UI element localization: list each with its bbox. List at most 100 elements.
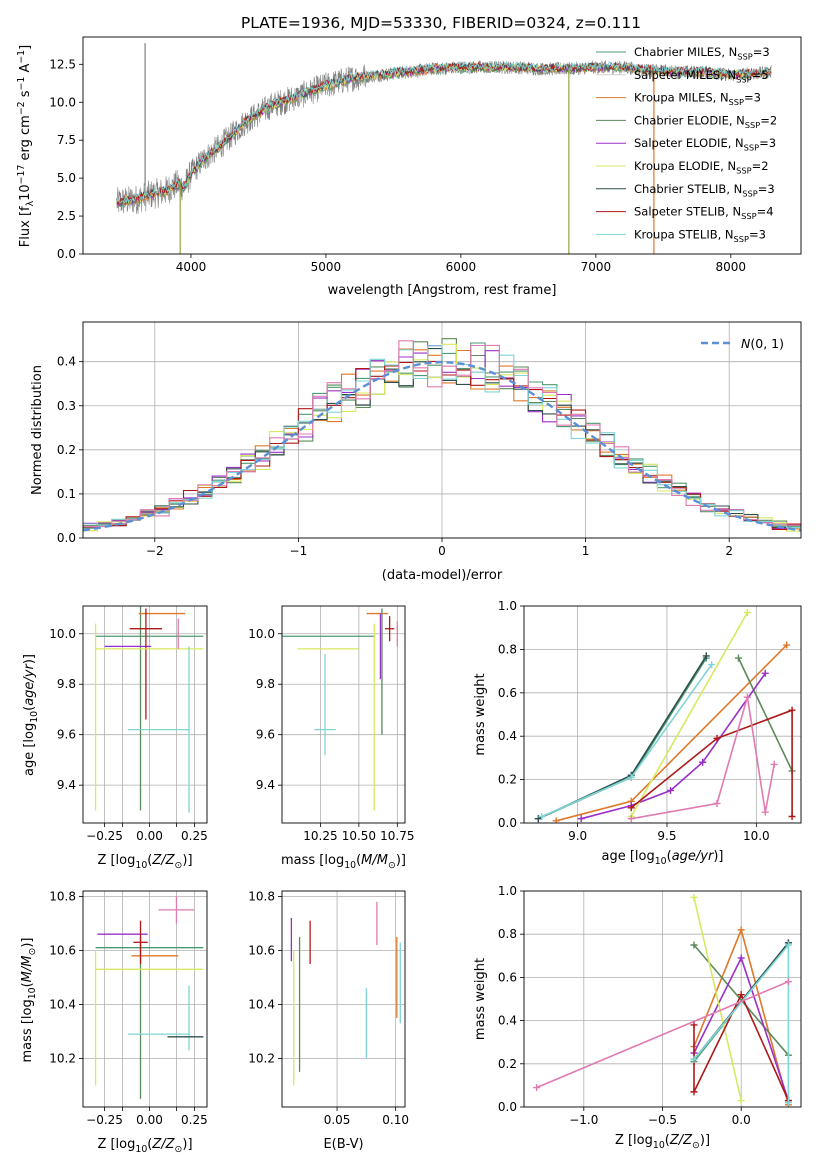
y-tick-label: 5.0: [57, 171, 76, 185]
y-tick-label: 0.2: [57, 443, 76, 457]
series-chabrier-stelib: [534, 652, 710, 823]
series-line: [737, 657, 793, 772]
y-tick-label: 0.4: [57, 355, 76, 369]
series-kroupa-miles: [552, 641, 791, 823]
errorbar-point: [385, 616, 395, 642]
x-tick-label: 0.25: [181, 1113, 208, 1127]
legend: N(0, 1): [701, 336, 784, 351]
x-tick-label: 0.10: [382, 1113, 409, 1127]
x-tick-label: 0: [438, 544, 446, 558]
plot-area: [524, 891, 801, 1107]
series-salpeter-stelib: [627, 706, 796, 820]
point-marker: [690, 1021, 698, 1029]
plot-area: [83, 606, 207, 823]
point-marker: [534, 815, 542, 823]
panel-massweight-vs-Z: −1.0 −0.5 0.0 0.0 0.2 0.4 0.6 0.8 1.0 Z [log10(Z/…: [473, 884, 802, 1151]
x-axis-label: wavelength [Angstrom, rest frame]: [328, 283, 557, 298]
y-tick-label: 0.0: [57, 247, 76, 261]
errorbar-point: [133, 920, 148, 964]
point-marker: [713, 799, 721, 807]
y-tick-label: 0.2: [498, 1057, 517, 1071]
point-marker: [690, 941, 698, 949]
y-tick-label: 9.8: [256, 677, 275, 691]
point-marker: [737, 1097, 745, 1105]
point-marker: [538, 812, 546, 820]
x-tick-label: 0.00: [136, 1113, 163, 1127]
point-marker: [713, 734, 721, 742]
axes-frame: [82, 605, 208, 824]
x-tick-label: 0.05: [324, 1113, 351, 1127]
point-marker: [699, 758, 707, 766]
y-tick-label: 7.5: [57, 133, 76, 147]
x-tick-label: 10.75: [380, 829, 414, 843]
y-tick-label: 10.6: [49, 943, 76, 957]
y-tick-label: 0.0: [498, 1100, 517, 1114]
y-tick-label: 10.2: [49, 1051, 76, 1065]
point-marker: [784, 941, 792, 949]
y-tick-label: 0.6: [498, 686, 517, 700]
point-marker: [667, 786, 675, 794]
point-marker: [761, 669, 769, 677]
x-axis-label: E(B-V): [323, 1137, 363, 1152]
point-marker: [690, 1055, 698, 1063]
x-tick-label: 1: [582, 544, 590, 558]
plot-area: [282, 606, 405, 823]
point-marker: [533, 1084, 541, 1092]
y-tick-label: 12.5: [49, 57, 76, 71]
x-tick-label: −1: [290, 544, 308, 558]
x-axis-label: age [log10(age/yr)]: [601, 849, 723, 867]
normal-curve: [83, 360, 801, 532]
point-marker: [577, 815, 585, 823]
x-tick-label: 9.5: [657, 829, 676, 843]
point-marker: [783, 641, 791, 649]
axes-frame: [82, 890, 208, 1108]
axes-frame: [281, 605, 406, 824]
x-tick-label: 8000: [716, 260, 747, 274]
series-extra: [627, 693, 778, 823]
x-tick-label: −0.25: [86, 1113, 123, 1127]
plot-area: [116, 43, 772, 254]
x-axis-label: Z [log10(Z/Z⊙)]: [97, 853, 192, 871]
y-tick-label: 0.2: [498, 773, 517, 787]
x-tick-label: 0.0: [732, 1113, 751, 1127]
point-marker: [761, 808, 769, 816]
panel-residuals: −2 −1 0 1 2 0.0 0.1 0.2 0.3 0.4 N(0, 1) (data-model…: [30, 321, 802, 583]
legend-label: Salpeter MILES, NSSP=5: [634, 68, 769, 84]
chart-title: PLATE=1936, MJD=53330, FIBERID=0324, z=0…: [241, 14, 641, 32]
series-chabrier-miles: [534, 654, 710, 823]
point-marker: [627, 773, 635, 781]
x-tick-label: 4000: [176, 260, 207, 274]
x-axis-label: Z [log10(Z/Z⊙)]: [97, 1137, 192, 1155]
series-kroupa-elodie: [690, 893, 745, 1105]
legend-label: Kroupa MILES, NSSP=3: [634, 91, 761, 107]
legend-label: Chabrier STELIB, NSSP=3: [634, 182, 775, 198]
point-marker: [702, 652, 710, 660]
series-line: [631, 696, 775, 820]
point-marker: [743, 609, 751, 617]
y-axis-label: mass weight: [473, 673, 488, 755]
y-tick-label: 9.6: [57, 728, 76, 742]
y-tick-label: 10.8: [248, 889, 275, 903]
y-tick-label: 0.0: [498, 816, 517, 830]
y-tick-label: 9.4: [57, 778, 76, 792]
x-tick-label: 6000: [446, 260, 477, 274]
x-tick-label: 2: [725, 544, 733, 558]
point-marker: [788, 812, 796, 820]
legend-label: Salpeter STELIB, NSSP=4: [634, 205, 774, 221]
plot-area: [282, 891, 405, 1107]
point-marker: [788, 706, 796, 714]
point-marker: [770, 760, 778, 768]
series-line: [693, 897, 742, 1101]
y-tick-label: 10.0: [49, 627, 76, 641]
y-tick-label: 1.0: [498, 884, 517, 898]
series-line: [537, 655, 707, 820]
point-marker: [737, 926, 745, 934]
y-axis-label: mass weight: [473, 958, 488, 1040]
y-tick-label: 0.1: [57, 487, 76, 501]
panel-age-vs-mass: 10.25 10.50 10.75 9.4 9.6 9.8 10.0 mass [log10(…: [248, 605, 414, 871]
model-line: [116, 60, 772, 204]
point-marker: [743, 693, 751, 701]
x-tick-label: 9.0: [568, 829, 587, 843]
point-marker: [627, 815, 635, 823]
y-tick-label: 9.8: [57, 677, 76, 691]
